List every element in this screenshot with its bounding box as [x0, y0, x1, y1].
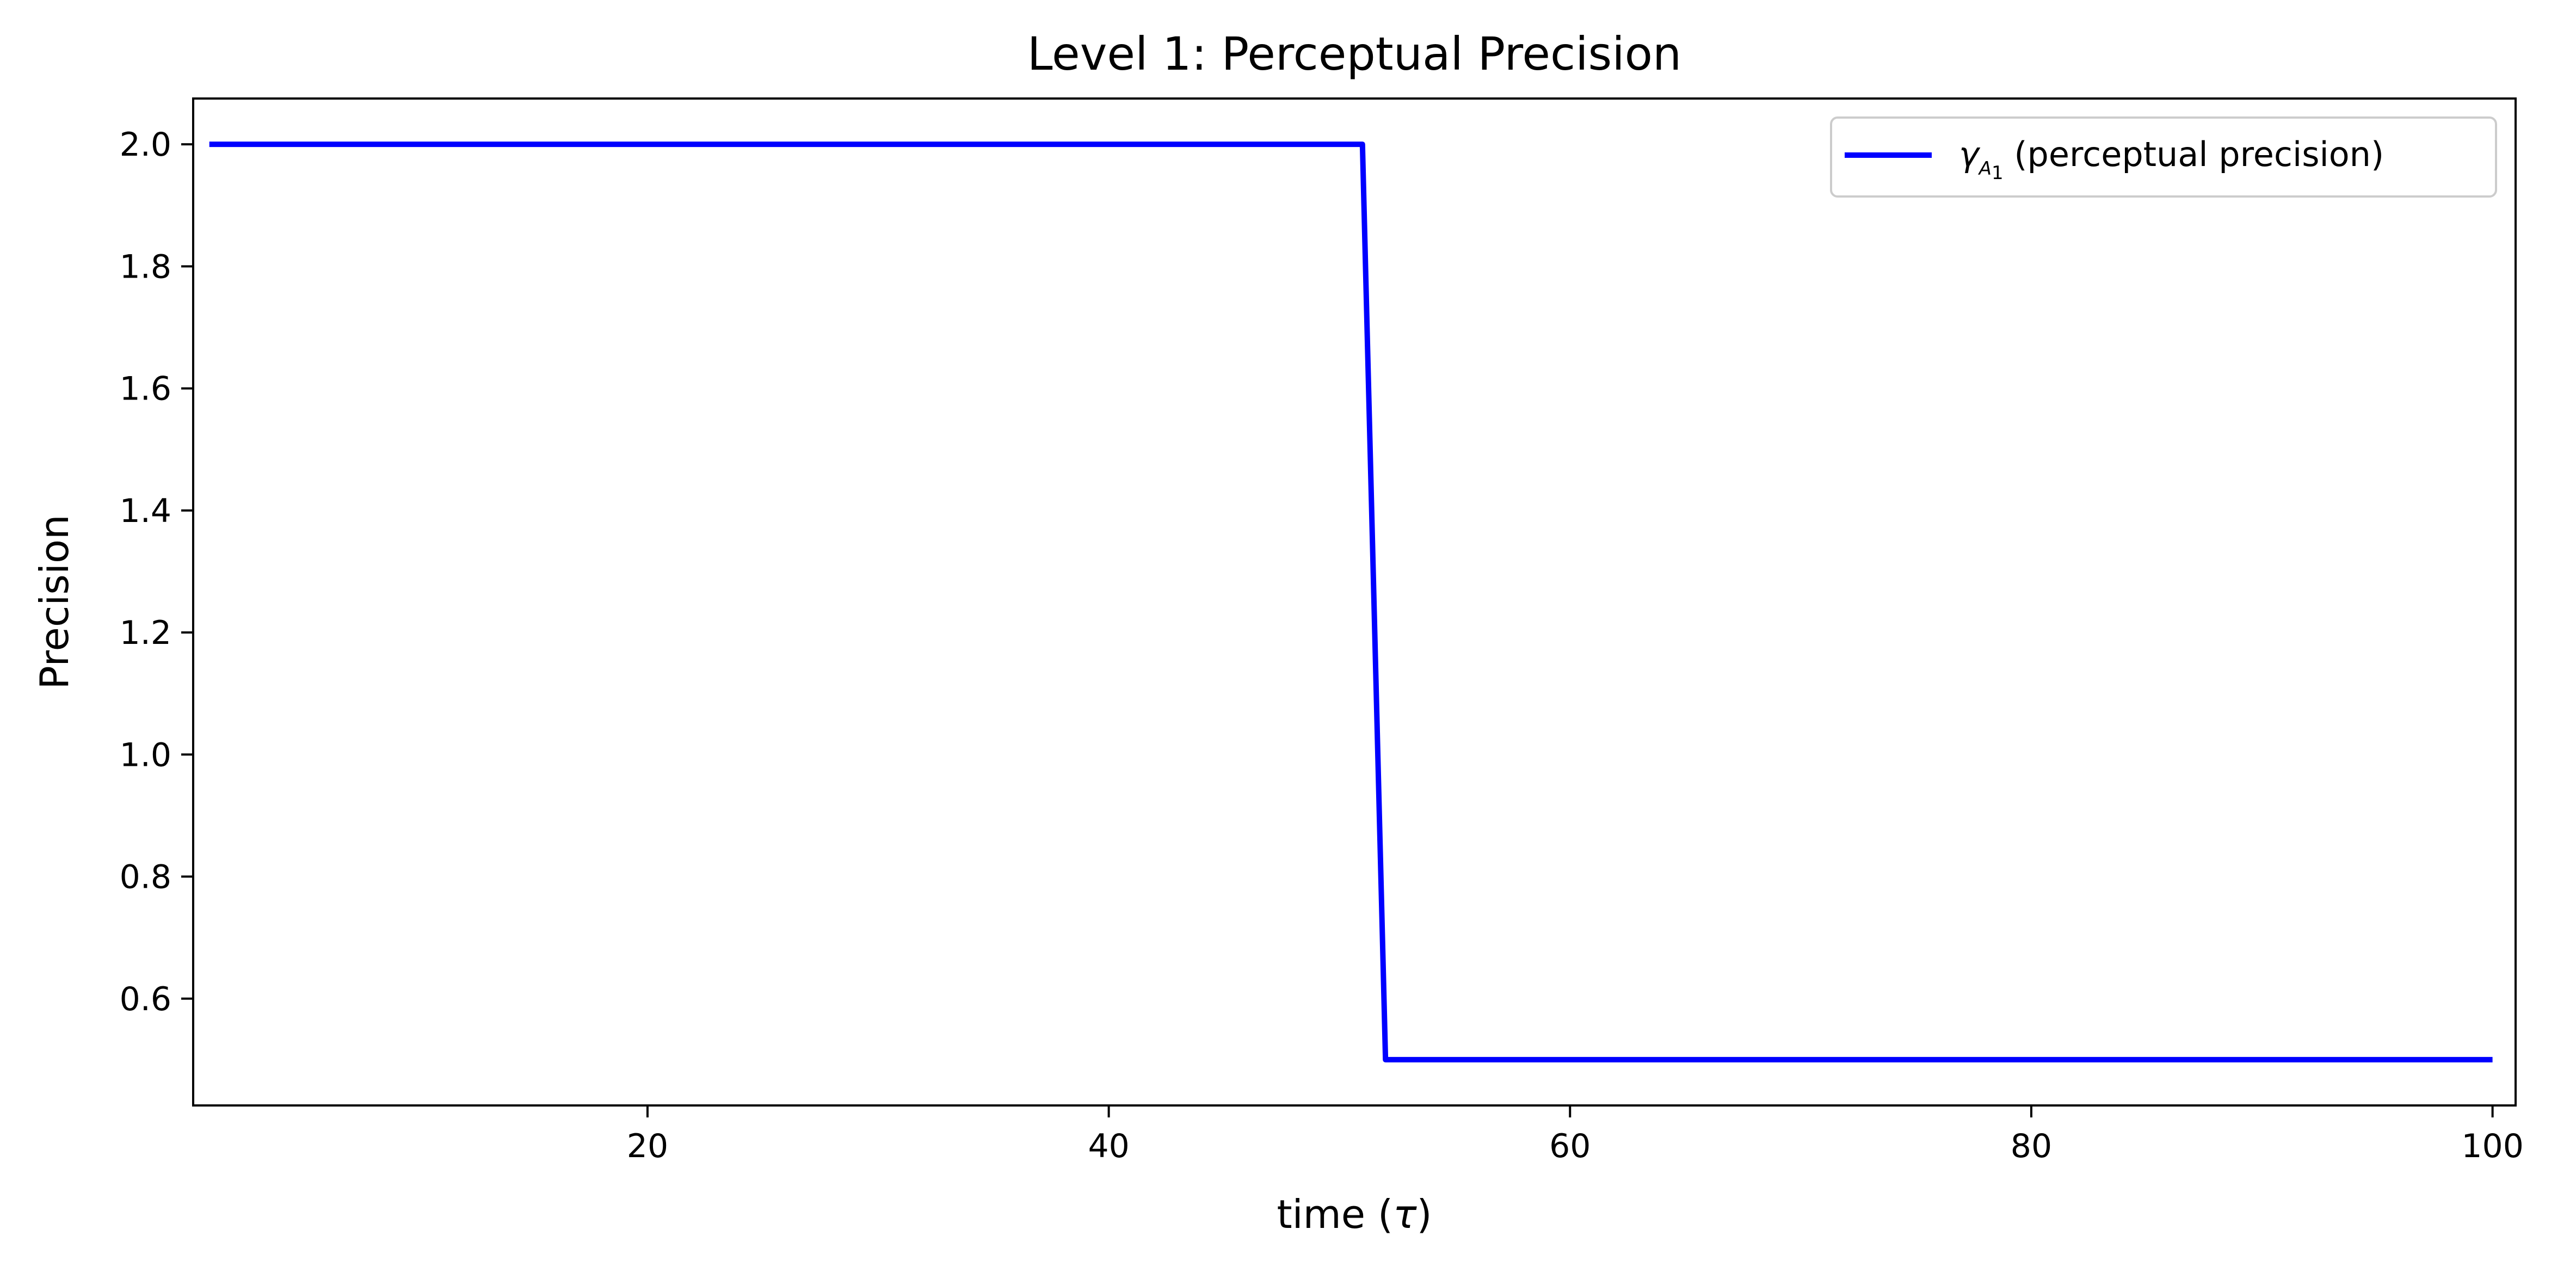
y-tick-label: 0.8 [120, 858, 171, 896]
x-tick-label: 20 [627, 1127, 668, 1165]
x-tick-label: 40 [1088, 1127, 1129, 1165]
chart-title: Level 1: Perceptual Precision [1027, 27, 1682, 81]
y-tick-label: 0.6 [120, 980, 171, 1018]
series-line-1 [209, 142, 2493, 1062]
series-layer [209, 142, 2493, 1062]
legend-label-series-1: γA1 (perceptual precision) [1959, 134, 2384, 184]
y-tick-label: 1.4 [120, 492, 171, 530]
legend-box [1830, 116, 2497, 198]
y-tick-label: 1.0 [120, 736, 171, 774]
x-tick-label: 60 [1549, 1127, 1591, 1165]
x-axis-label: time (τ) [1277, 1191, 1432, 1237]
x-tick-label: 80 [2011, 1127, 2052, 1165]
y-tick-label: 1.6 [120, 370, 171, 408]
x-tick-label: 100 [2461, 1127, 2524, 1165]
legend: γA1 (perceptual precision) [1830, 116, 2497, 198]
plot-frame [192, 97, 2517, 1107]
x-axis: 20 40 60 80 100 [627, 1105, 2524, 1165]
y-tick-label: 1.2 [120, 614, 171, 652]
y-tick-label: 1.8 [120, 248, 171, 286]
y-tick-label: 2.0 [120, 126, 171, 164]
y-axis-label: Precision [32, 514, 77, 689]
y-axis: 0.6 0.8 1.0 1.2 1.4 1.6 1.8 2.0 [120, 126, 193, 1018]
